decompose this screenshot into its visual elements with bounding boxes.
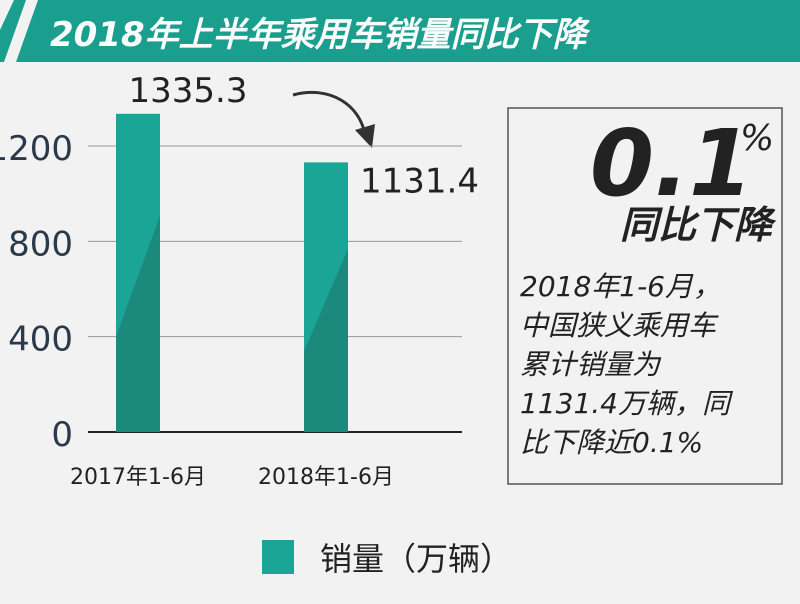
bar-shade bbox=[116, 215, 160, 432]
callout-text: 中国狭义乘用车 bbox=[520, 309, 719, 342]
legend-label: 销量（万辆） bbox=[320, 540, 512, 578]
legend-swatch bbox=[262, 540, 294, 574]
data-label: 1131.4 bbox=[360, 161, 479, 201]
callout-text: 累计销量为 bbox=[520, 348, 662, 381]
y-tick-label: 800 bbox=[8, 224, 73, 264]
banner-stripe bbox=[4, 0, 38, 62]
x-tick-label: 2018年1-6月 bbox=[258, 465, 394, 490]
callout-value: 0.1 bbox=[590, 110, 753, 217]
data-label: 1335.3 bbox=[129, 71, 248, 111]
callout-label: 同比下降 bbox=[620, 203, 777, 247]
y-tick-label: 400 bbox=[8, 320, 73, 360]
y-tick-label: 0 bbox=[51, 415, 73, 455]
arrow-head bbox=[355, 124, 375, 148]
x-tick-label: 2017年1-6月 bbox=[70, 465, 206, 490]
chart-title: 2018年上半年乘用车销量同比下降 bbox=[50, 15, 591, 55]
banner-notch bbox=[0, 0, 14, 30]
title-banner bbox=[0, 0, 800, 62]
callout-text: 2018年1-6月， bbox=[520, 270, 721, 303]
callout-text: 比下降近0.1% bbox=[520, 426, 703, 459]
callout-box bbox=[507, 107, 783, 485]
callout-unit: % bbox=[740, 118, 774, 159]
bar-shade bbox=[304, 248, 348, 432]
y-tick-label: 1200 bbox=[0, 129, 73, 169]
arrow bbox=[292, 90, 367, 136]
callout-text: 1131.4万辆，同 bbox=[520, 387, 734, 420]
